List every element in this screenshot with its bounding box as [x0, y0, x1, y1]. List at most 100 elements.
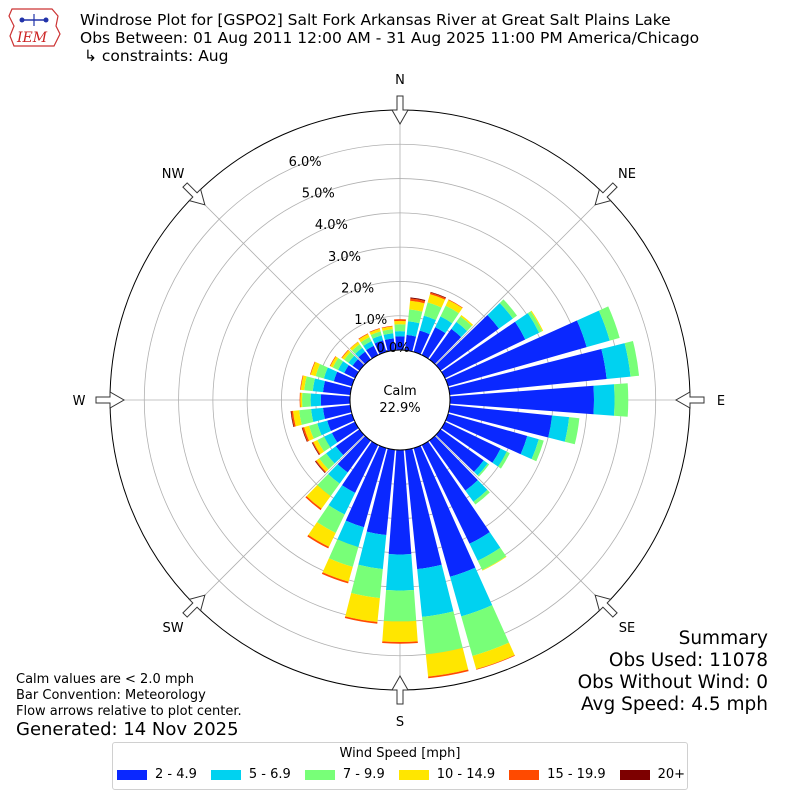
wind-bar-segment [338, 361, 349, 374]
legend-item: 15 - 19.9 [509, 767, 606, 782]
wind-bars [290, 291, 640, 679]
wind-bar-segment [358, 531, 387, 570]
radial-tick-label: 3.0% [328, 250, 361, 265]
wind-bar-segment [329, 356, 336, 367]
wind-bar-segment [322, 405, 352, 419]
flow-arrows-note: Flow arrows relative to plot center. [16, 704, 242, 719]
wind-bar-segment [341, 349, 349, 359]
wind-bar-segment [290, 411, 295, 427]
wind-bar-segment [310, 393, 322, 407]
grid-spoke [194, 194, 365, 365]
summary-box: Summary Obs Used: 11078 Obs Without Wind… [578, 628, 768, 716]
wind-bar-segment [307, 534, 329, 549]
wind-bar-segment [360, 337, 372, 346]
flow-arrow-icon [674, 391, 705, 409]
wind-bar-segment [449, 385, 594, 415]
chart-labels: N NE E SE S SW W NW 1.0% 2.0% 3.0% 4.0% 5.0% 6.0% 0.0%… [73, 73, 726, 730]
calm-circle [349, 349, 451, 451]
wind-bar-segment [405, 448, 442, 570]
wind-bar-segment [337, 520, 364, 548]
wind-bar-segment [417, 564, 454, 617]
flow-arrow-icon [594, 182, 618, 206]
iem-logo: IEM [8, 8, 61, 47]
wind-bar-segment [317, 473, 340, 497]
wind-bar-segment [302, 427, 310, 442]
wind-bar-segment [304, 376, 315, 392]
wind-bar-segment [317, 436, 331, 452]
wind-bar-segment [292, 410, 302, 427]
direction-label: N [395, 73, 405, 88]
wind-bar-segment [405, 334, 417, 352]
legend-title: Wind Speed [mph] [339, 746, 461, 761]
calm-value: 22.9% [379, 401, 420, 416]
legend-item: 10 - 14.9 [398, 767, 496, 782]
wind-bar-segment [530, 310, 544, 332]
wind-bar-segment [421, 327, 446, 359]
radial-tick-label: 4.0% [315, 218, 348, 233]
speed-legend: Wind Speed [mph] 2 - 4.9 5 - 6.9 7 - 9.9… [112, 742, 688, 790]
wind-bar-segment [324, 432, 338, 448]
wind-bar-segment [498, 451, 510, 469]
summary-avg-speed: Avg Speed: 4.5 mph [580, 694, 768, 715]
wind-bar-segment [349, 341, 359, 349]
wind-bar-segment [332, 358, 344, 371]
wind-bar-segment [469, 532, 501, 561]
wind-bar-segment [355, 347, 366, 358]
wind-bar-segment [300, 392, 303, 408]
wind-bar-segment [386, 554, 414, 591]
wind-bar-segment [435, 314, 499, 371]
wind-bar-segment [326, 446, 344, 464]
wind-bar-segment [345, 445, 387, 528]
wind-bar-segment [406, 321, 420, 337]
wind-bar-segment [456, 316, 472, 331]
wind-bar-segment [477, 463, 490, 477]
wind-bar-segment [410, 297, 426, 302]
wind-bar-segment [448, 405, 553, 438]
wind-bar-segment [435, 429, 484, 472]
wind-bar-segment [445, 413, 528, 455]
legend-label: 10 - 14.9 [436, 767, 496, 782]
wind-bar-segment [374, 340, 387, 355]
polar-axis [95, 95, 705, 705]
wind-bar-segment [337, 435, 371, 473]
legend-label: 2 - 4.9 [155, 767, 197, 782]
direction-label: NW [162, 167, 185, 182]
wind-bar-segment [344, 351, 355, 363]
wind-bar-segment [477, 547, 507, 571]
legend-item: 5 - 6.9 [210, 767, 291, 782]
wind-bar-segment [350, 341, 360, 351]
legend-label: 15 - 19.9 [547, 767, 606, 782]
wind-bar-segment [306, 485, 331, 509]
wind-bar-segment [344, 365, 359, 379]
wind-bar-segment [419, 315, 436, 335]
wind-bar-segment [429, 328, 462, 365]
wind-bar-segment [304, 425, 314, 441]
wind-bar-segment [310, 361, 320, 377]
legend-label: 7 - 9.9 [342, 767, 385, 782]
wind-bar-segment [394, 319, 406, 322]
wind-bar-segment [358, 351, 371, 365]
flow-arrow-icon [182, 594, 206, 618]
wind-bar-segment [358, 333, 369, 340]
flow-arrow-icon [95, 391, 126, 409]
legend-label: 20+ [657, 767, 686, 782]
wind-bar-segment [407, 309, 423, 324]
wind-bar-segment [311, 442, 320, 456]
wind-bar-segment [344, 616, 378, 624]
legend-item: 2 - 4.9 [117, 767, 197, 782]
wind-bar-segment [370, 331, 382, 339]
wind-bar-segment [515, 313, 540, 340]
wind-bar-segment [487, 302, 513, 329]
wind-bar-segment [348, 355, 359, 366]
legend-swatch [210, 769, 241, 780]
wind-bar-segment [460, 314, 474, 327]
grid-spoke [435, 194, 606, 365]
direction-label: SE [619, 621, 635, 636]
wind-bar-segment [316, 458, 329, 472]
wind-bar-segment [476, 655, 515, 670]
wind-bar-segment [425, 647, 469, 677]
legend-items: 2 - 4.9 5 - 6.9 7 - 9.9 10 - 14.9 15 - 1… [117, 767, 699, 782]
wind-bar-segment [309, 423, 322, 439]
summary-obs-without-wind: Obs Without Wind: 0 [577, 672, 768, 693]
